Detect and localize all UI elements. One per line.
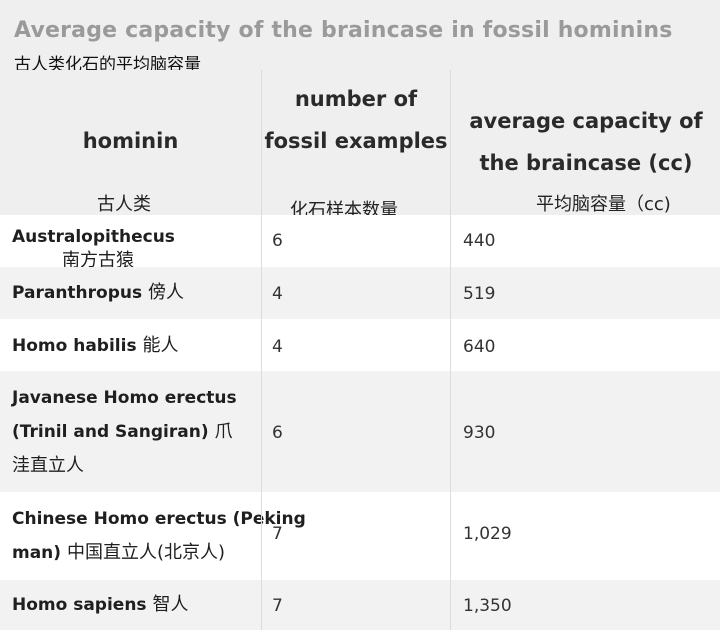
fossil-count-cell: 7 (262, 492, 450, 580)
fossil-count-cell: 6 (262, 371, 450, 492)
hominin-name: Homo habilis 能人 (12, 329, 178, 363)
hominin-name: Paranthropus 傍人 (12, 276, 184, 310)
header-capacity-label-chinese: 平均脑容量（cc) (536, 194, 671, 215)
hominin-name-chinese: 中国直立人(北京人) (66, 542, 226, 563)
header-hominin-label: hominin (82, 129, 179, 153)
title-band: Average capacity of the braincase in fos… (0, 0, 720, 75)
fossil-count-value: 6 (272, 423, 283, 443)
table-header-row: hominin 古人类 number of fossil examples 化石… (0, 70, 720, 221)
fossil-count-cell: 6 (262, 215, 450, 267)
capacity-value: 930 (463, 423, 496, 443)
header-cell-fossil-count: number of fossil examples 化石样本数量 (262, 70, 450, 221)
hominin-name-english: Javanese Homo erectus (Trinil and Sangir… (12, 388, 237, 442)
hominin-cell: Australopithecus 南方古猿 (0, 215, 261, 271)
hominin-cell: Paranthropus 傍人 (0, 267, 261, 319)
hominin-name-chinese: 南方古猿 (62, 250, 134, 271)
header-hominin-label-chinese: 古人类 (97, 194, 151, 215)
hominin-name-chinese: 智人 (152, 594, 189, 615)
capacity-cell: 930 (451, 371, 720, 492)
capacity-cell: 519 (451, 267, 720, 319)
hominin-name-chinese: 能人 (142, 335, 179, 356)
table-row: Javanese Homo erectus (Trinil and Sangir… (0, 371, 720, 492)
hominin-name-english: Chinese Homo erectus (Peking man) (12, 509, 306, 563)
fossil-count-value: 7 (272, 596, 283, 616)
data-table: hominin 古人类 number of fossil examples 化石… (0, 70, 720, 630)
fossil-count-value: 4 (272, 284, 283, 304)
hominin-name-chinese: 傍人 (148, 282, 185, 303)
table-row: Australopithecus 南方古猿 6 440 (0, 215, 720, 271)
hominin-cell: Javanese Homo erectus (Trinil and Sangir… (0, 371, 261, 492)
hominin-name-chinese: 爪洼直立人 (12, 421, 233, 476)
capacity-value: 1,029 (463, 524, 512, 544)
column-divider (450, 70, 451, 630)
hominin-name: Chinese Homo erectus (Peking man) 中国直立人(… (12, 502, 352, 570)
table-row: Paranthropus 傍人 4 519 (0, 267, 720, 319)
table-row: Chinese Homo erectus (Peking man) 中国直立人(… (0, 492, 720, 580)
hominin-cell: Homo habilis 能人 (0, 319, 261, 371)
header-cell-hominin: hominin 古人类 (0, 70, 261, 215)
capacity-cell: 1,350 (451, 580, 720, 630)
fossil-count-cell: 7 (262, 580, 450, 630)
hominin-name-english: Australopithecus (12, 227, 175, 247)
capacity-value: 640 (463, 337, 496, 357)
hominin-name: Homo sapiens 智人 (12, 588, 188, 622)
capacity-cell: 640 (451, 319, 720, 371)
hominin-cell: Homo sapiens 智人 (0, 580, 261, 630)
column-divider (261, 70, 262, 630)
capacity-value: 440 (463, 231, 496, 251)
header-capacity-label: average capacity of the braincase (cc) (469, 109, 703, 175)
capacity-cell: 440 (451, 215, 720, 267)
table-row: Homo habilis 能人 4 640 (0, 319, 720, 371)
hominin-name-english: Homo habilis (12, 336, 137, 356)
capacity-value: 519 (463, 284, 496, 304)
table-title: Average capacity of the braincase in fos… (14, 18, 673, 43)
header-cell-capacity: average capacity of the braincase (cc) 平… (451, 70, 720, 215)
hominin-name: Javanese Homo erectus (Trinil and Sangir… (12, 381, 247, 483)
hominin-name-english: Homo sapiens (12, 595, 147, 615)
header-fossil-count-label: number of fossil examples (264, 87, 448, 153)
table-row: Homo sapiens 智人 7 1,350 (0, 580, 720, 630)
hominin-name: Australopithecus 南方古猿 (12, 225, 252, 273)
hominin-name-english: Paranthropus (12, 283, 143, 303)
fossil-count-value: 7 (272, 524, 283, 544)
fossil-count-cell: 4 (262, 319, 450, 371)
hominin-cell: Chinese Homo erectus (Peking man) 中国直立人(… (0, 492, 360, 580)
fossil-count-value: 6 (272, 231, 283, 251)
fossil-count-cell: 4 (262, 267, 450, 319)
capacity-cell: 1,029 (451, 492, 720, 580)
capacity-value: 1,350 (463, 596, 512, 616)
fossil-count-value: 4 (272, 337, 283, 357)
